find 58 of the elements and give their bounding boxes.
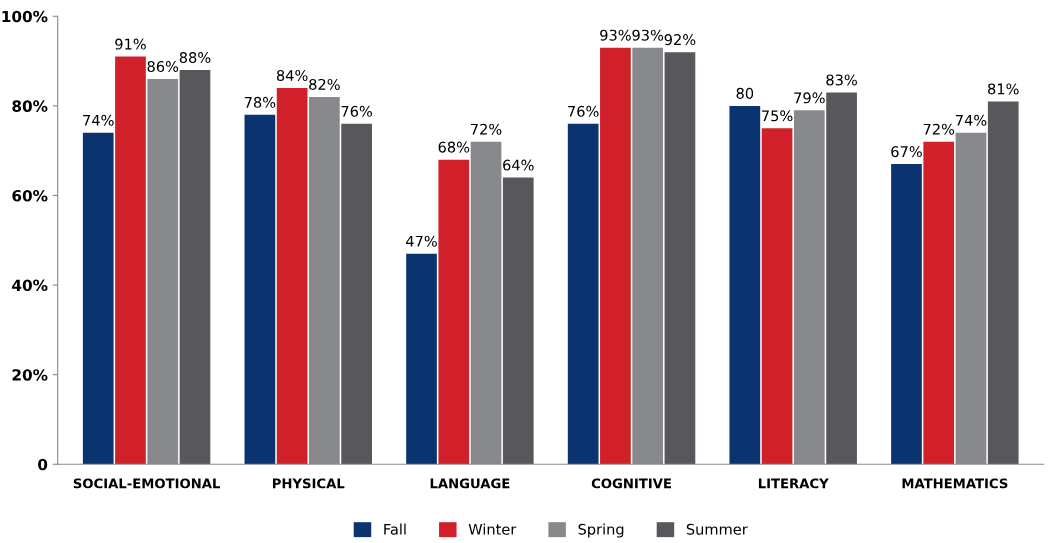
bar bbox=[923, 141, 955, 465]
x-tick-label: PHYSICAL bbox=[272, 478, 345, 489]
x-tick-label: LITERACY bbox=[758, 478, 829, 489]
y-tick-label: 20% bbox=[12, 369, 48, 381]
y-tick-label: 100% bbox=[2, 10, 48, 23]
bar bbox=[600, 47, 631, 465]
legend-label: Spring bbox=[578, 523, 624, 538]
bar bbox=[502, 177, 534, 465]
bar bbox=[761, 128, 793, 465]
data-label: 79% bbox=[794, 92, 825, 104]
data-label: 92% bbox=[664, 34, 696, 46]
y-tick-label: 0 bbox=[38, 458, 48, 471]
legend-label: Winter bbox=[468, 523, 517, 535]
data-label: 78% bbox=[244, 96, 276, 108]
data-label: 67% bbox=[891, 146, 922, 158]
bar bbox=[987, 101, 1019, 465]
bar bbox=[276, 87, 308, 465]
data-label: 84% bbox=[276, 69, 308, 81]
x-tick-label: COGNITIVE bbox=[591, 478, 671, 489]
data-label: 47% bbox=[406, 235, 437, 247]
data-label: 74% bbox=[955, 114, 987, 126]
legend-label: Fall bbox=[384, 523, 406, 535]
bar bbox=[729, 105, 761, 465]
bar bbox=[664, 52, 696, 465]
y-tick-label: 40% bbox=[12, 279, 48, 292]
bar bbox=[82, 132, 114, 465]
data-label: 80 bbox=[736, 87, 754, 99]
data-label: 64% bbox=[503, 159, 534, 171]
data-label: 76% bbox=[341, 105, 373, 117]
y-tick-label: 60% bbox=[12, 189, 48, 202]
data-label: 93% bbox=[600, 29, 631, 41]
data-label: 81% bbox=[988, 83, 1019, 95]
data-label: 72% bbox=[923, 123, 955, 135]
bar bbox=[341, 123, 372, 465]
x-tick-label: SOCIAL-EMOTIONAL bbox=[73, 478, 221, 489]
data-label: 91% bbox=[115, 38, 146, 50]
data-label: 83% bbox=[826, 74, 857, 86]
data-label: 76% bbox=[568, 105, 599, 117]
legend-label: Summer bbox=[686, 523, 748, 535]
bar bbox=[567, 123, 599, 465]
data-label: 68% bbox=[438, 141, 470, 153]
y-tick-label: 80% bbox=[12, 100, 48, 112]
data-label: 93% bbox=[632, 29, 664, 41]
data-label: 75% bbox=[762, 110, 793, 122]
bar bbox=[244, 114, 276, 465]
bar bbox=[115, 56, 146, 465]
bar bbox=[179, 70, 211, 465]
x-tick-label: LANGUAGE bbox=[430, 478, 510, 489]
bar bbox=[406, 253, 437, 465]
data-label: 82% bbox=[309, 78, 340, 90]
x-tick-label: MATHEMATICS bbox=[902, 478, 1008, 489]
data-label: 88% bbox=[179, 52, 211, 64]
data-label: 74% bbox=[83, 114, 114, 126]
bar bbox=[891, 164, 922, 465]
bar bbox=[826, 92, 857, 465]
data-label: 72% bbox=[471, 123, 502, 135]
bar bbox=[438, 159, 470, 465]
data-label: 86% bbox=[147, 60, 179, 73]
